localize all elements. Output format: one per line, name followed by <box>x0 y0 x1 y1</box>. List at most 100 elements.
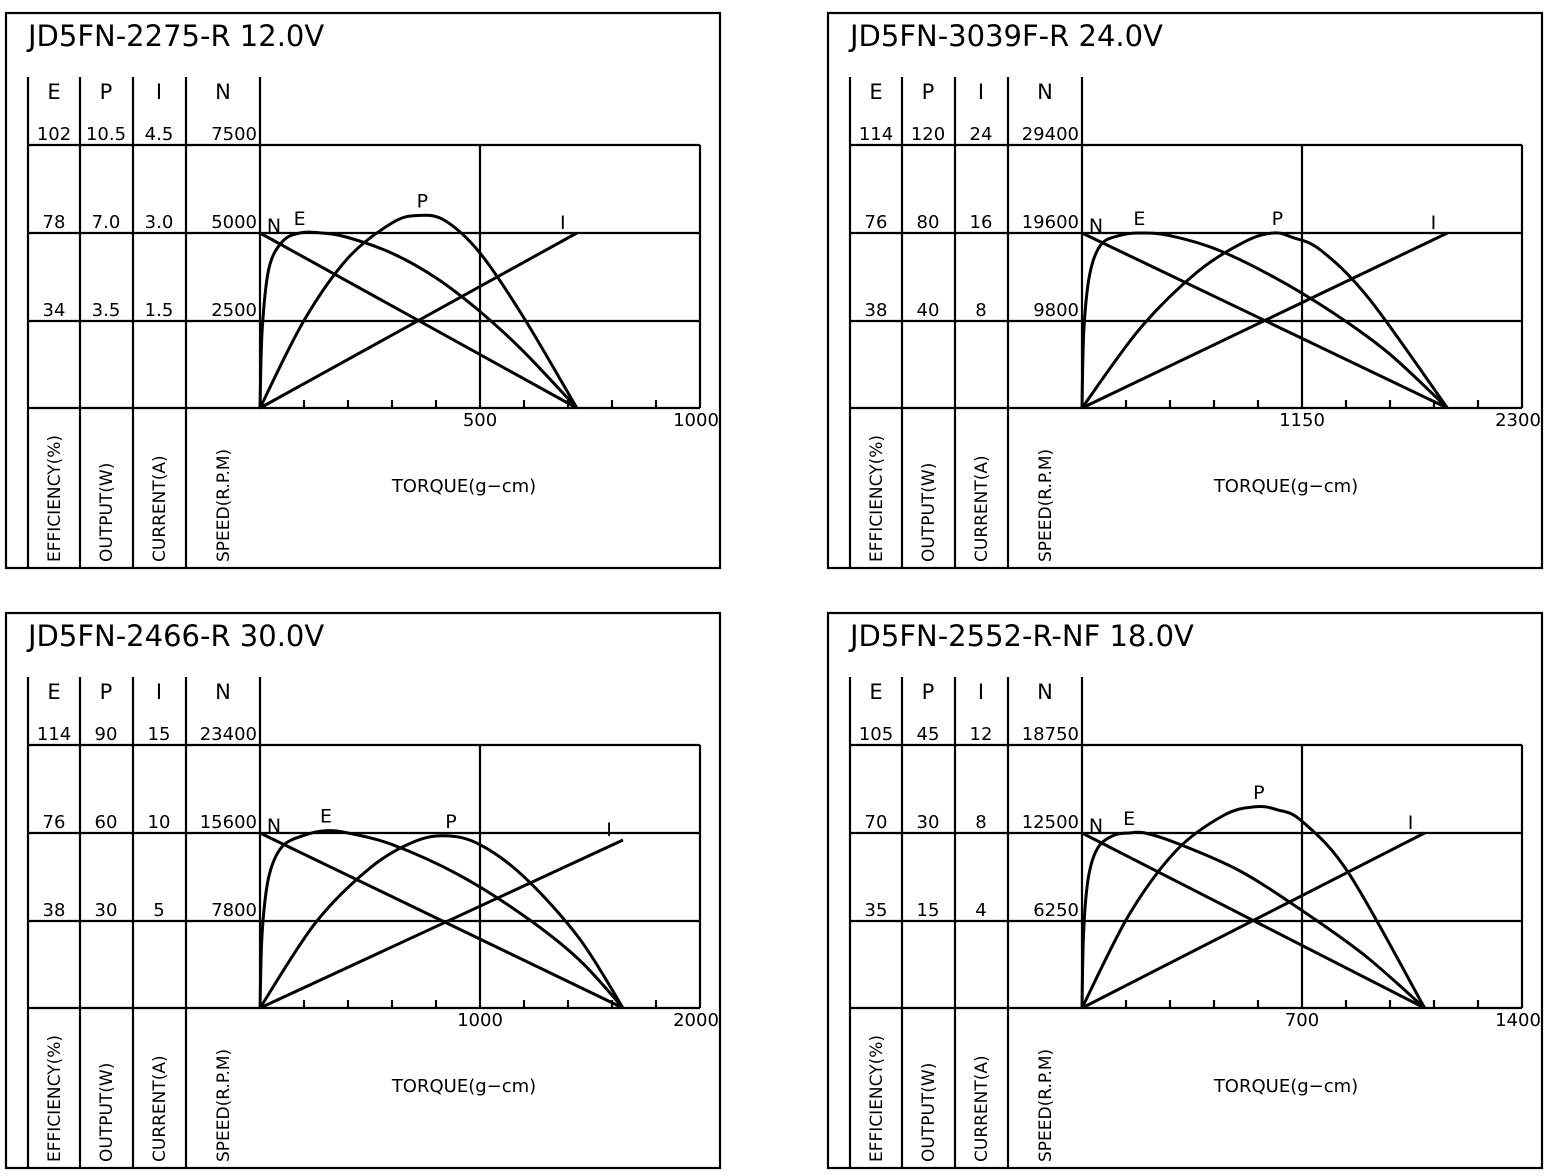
y-axis-label: OUTPUT(W) <box>919 463 939 562</box>
y-tick-label: 8 <box>975 812 986 833</box>
curve-i <box>1081 231 1449 410</box>
x-tick-label: 1150 <box>1279 410 1325 431</box>
x-axis-label: TORQUE(g−cm) <box>1213 1076 1358 1097</box>
y-tick-label: 114 <box>37 724 71 745</box>
y-tick-label: 15 <box>917 900 940 921</box>
y-tick-label: 9800 <box>1033 300 1079 321</box>
y-tick-label: 80 <box>917 212 940 233</box>
y-tick-label: 1.5 <box>145 300 174 321</box>
y-axis-label: CURRENT(A) <box>150 455 170 562</box>
y-tick-label: 30 <box>917 812 940 833</box>
x-axis-label: TORQUE(g−cm) <box>1213 476 1358 497</box>
curve-label-p: P <box>417 191 428 213</box>
y-tick-label: 12 <box>970 724 993 745</box>
curve-label-i: I <box>606 819 612 841</box>
y-tick-label: 60 <box>95 812 118 833</box>
column-header-n: N <box>215 80 231 104</box>
y-tick-label: 35 <box>865 900 888 921</box>
y-tick-label: 76 <box>43 812 66 833</box>
y-tick-label: 16 <box>970 212 993 233</box>
curve-i <box>259 231 578 410</box>
y-tick-label: 10 <box>148 812 171 833</box>
chart-title: JD5FN-3039F-R 24.0V <box>848 19 1163 53</box>
curve-e <box>258 230 578 410</box>
y-tick-label: 78 <box>43 212 66 233</box>
chart-title: JD5FN-2552-R-NF 18.0V <box>848 619 1194 653</box>
curve-label-i: I <box>1408 812 1414 834</box>
y-tick-label: 5000 <box>211 212 257 233</box>
y-tick-label: 105 <box>859 724 893 745</box>
y-axis-label: CURRENT(A) <box>972 1055 992 1162</box>
column-header-p: P <box>100 680 113 704</box>
x-tick-label: 700 <box>1285 1010 1319 1031</box>
curve-p <box>1080 231 1449 409</box>
y-tick-label: 23400 <box>200 724 257 745</box>
curve-label-i: I <box>1431 212 1437 234</box>
column-header-i: I <box>978 680 984 704</box>
y-tick-label: 6250 <box>1033 900 1079 921</box>
y-tick-label: 12500 <box>1022 812 1079 833</box>
y-tick-label: 70 <box>865 812 888 833</box>
chart-title: JD5FN-2275-R 12.0V <box>26 19 324 53</box>
y-tick-label: 4.5 <box>145 124 174 145</box>
curve-p <box>258 213 579 409</box>
x-tick-label: 1000 <box>457 1010 503 1031</box>
x-axis-label: TORQUE(g−cm) <box>391 476 536 497</box>
column-header-p: P <box>100 80 113 104</box>
y-tick-label: 102 <box>37 124 71 145</box>
y-axis-label: EFFICIENCY(%) <box>45 1035 65 1162</box>
column-header-e: E <box>47 80 60 104</box>
y-axis-label: CURRENT(A) <box>150 1055 170 1162</box>
curve-label-n: N <box>1089 815 1103 837</box>
x-tick-label: 1400 <box>1495 1010 1541 1031</box>
y-tick-label: 76 <box>865 212 888 233</box>
curve-i <box>259 838 624 1010</box>
y-tick-label: 19600 <box>1022 212 1079 233</box>
y-tick-label: 38 <box>43 900 66 921</box>
y-tick-label: 15600 <box>200 812 257 833</box>
y-tick-label: 3.5 <box>92 300 121 321</box>
curve-p <box>1080 804 1426 1009</box>
y-tick-label: 120 <box>911 124 945 145</box>
chart-frame <box>4 611 722 1170</box>
curve-label-p: P <box>1272 208 1283 230</box>
curve-label-n: N <box>1089 215 1103 237</box>
y-axis-label: SPEED(R.P.M) <box>1036 449 1056 562</box>
y-axis-label: OUTPUT(W) <box>97 463 117 562</box>
chart-frame <box>826 11 1544 570</box>
y-axis-label: SPEED(R.P.M) <box>214 1049 234 1162</box>
curve-e <box>1080 231 1449 410</box>
curve-label-n: N <box>267 215 281 237</box>
y-tick-label: 90 <box>95 724 118 745</box>
column-header-n: N <box>215 680 231 704</box>
column-header-e: E <box>47 680 60 704</box>
curve-label-p: P <box>1253 782 1264 804</box>
y-axis-label: SPEED(R.P.M) <box>214 449 234 562</box>
chart-panel-2: JD5FN-3039F-R 24.0V E 38 76 114 EFFICIENCY(%)… <box>826 11 1544 570</box>
column-header-n: N <box>1037 680 1053 704</box>
y-tick-label: 45 <box>917 724 940 745</box>
y-tick-label: 7500 <box>211 124 257 145</box>
curve-n <box>259 831 624 1010</box>
curve-label-e: E <box>320 806 332 828</box>
curve-label-n: N <box>267 815 281 837</box>
curve-label-p: P <box>445 811 456 833</box>
y-tick-label: 29400 <box>1022 124 1079 145</box>
y-tick-label: 18750 <box>1022 724 1079 745</box>
curve-label-i: I <box>560 212 566 234</box>
y-tick-label: 38 <box>865 300 888 321</box>
chart-panel-4: JD5FN-2552-R-NF 18.0V E 35 70 105 EFFICIENCY(… <box>826 611 1544 1170</box>
x-tick-label: 500 <box>463 410 497 431</box>
y-tick-label: 4 <box>975 900 986 921</box>
y-tick-label: 24 <box>970 124 993 145</box>
x-tick-label: 2300 <box>1495 410 1541 431</box>
curve-label-e: E <box>1123 808 1135 830</box>
chart-title: JD5FN-2466-R 30.0V <box>26 619 324 653</box>
y-axis-label: OUTPUT(W) <box>97 1063 117 1162</box>
y-axis-label: CURRENT(A) <box>972 455 992 562</box>
y-axis-label: SPEED(R.P.M) <box>1036 1049 1056 1162</box>
x-tick-label: 1000 <box>673 410 719 431</box>
y-tick-label: 30 <box>95 900 118 921</box>
column-header-i: I <box>978 80 984 104</box>
